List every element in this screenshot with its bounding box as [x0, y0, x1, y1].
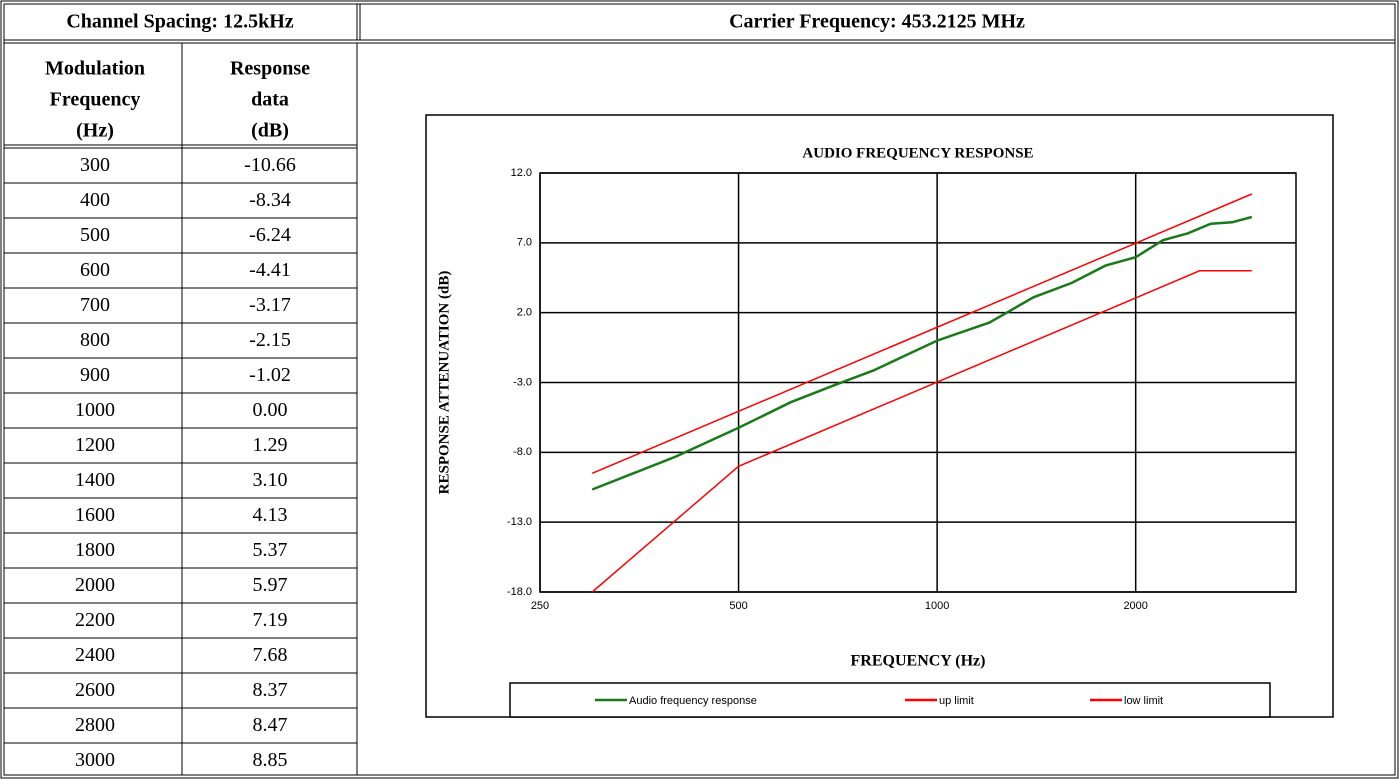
table-cell: 3000	[75, 749, 115, 771]
legend-label: up limit	[939, 695, 974, 707]
column-header: Modulation	[45, 58, 145, 80]
table-cell: 8.47	[253, 714, 288, 736]
header-cell: Channel Spacing: 12.5kHz	[66, 11, 293, 33]
series-line	[591, 215, 1253, 491]
table-cell: 2400	[75, 644, 115, 666]
table-cell: 600	[80, 259, 110, 281]
table-cell: -10.66	[244, 154, 296, 176]
chart-frame	[425, 114, 1334, 718]
plot-area	[539, 172, 1297, 593]
table-cell: 7.68	[253, 644, 288, 666]
legend-box	[509, 682, 1271, 718]
table-cell: 900	[80, 364, 110, 386]
x-tick-label: 2000	[1123, 600, 1147, 612]
table-cell: 2000	[75, 574, 115, 596]
header-cell: Carrier Frequency: 453.2125 MHz	[729, 11, 1025, 33]
table-cell: -3.17	[249, 294, 291, 316]
y-tick-label: -8.0	[513, 446, 532, 458]
table-cell: 800	[80, 329, 110, 351]
column-header: Response	[230, 58, 310, 80]
table-cell: -6.24	[249, 224, 291, 246]
x-tick-label: 1000	[925, 600, 949, 612]
table-cell: 3.10	[253, 469, 288, 491]
y-tick-label: -3.0	[513, 376, 532, 388]
table-cell: 2800	[75, 714, 115, 736]
table-cell: 0.00	[253, 399, 288, 421]
column-header: Frequency	[50, 89, 141, 111]
column-header: data	[251, 89, 289, 111]
table-cell: 8.85	[253, 749, 288, 771]
table-cell: 2200	[75, 609, 115, 631]
table-cell: 1.29	[253, 434, 288, 456]
x-tick-label: 500	[729, 600, 747, 612]
table-cell: 5.97	[253, 574, 288, 596]
y-tick-label: -13.0	[507, 516, 532, 528]
table-cell: 1000	[75, 399, 115, 421]
y-tick-label: 12.0	[511, 167, 532, 179]
table-cell: 5.37	[253, 539, 288, 561]
y-tick-label: 7.0	[517, 237, 532, 249]
table-cell: 700	[80, 294, 110, 316]
table-cell: -8.34	[249, 189, 291, 211]
series-line	[591, 270, 1252, 593]
chart-title: AUDIO FREQUENCY RESPONSE	[802, 145, 1033, 161]
x-axis-label: FREQUENCY (Hz)	[851, 653, 986, 670]
outer-border	[3, 3, 1396, 776]
x-tick-label: 250	[531, 600, 549, 612]
table-cell: 1600	[75, 504, 115, 526]
table-cell: -2.15	[249, 329, 291, 351]
legend-label: low limit	[1124, 695, 1163, 707]
table-cell: 1400	[75, 469, 115, 491]
column-header: (Hz)	[76, 120, 114, 142]
table-cell: 400	[80, 189, 110, 211]
table-cell: 500	[80, 224, 110, 246]
table-cell: 4.13	[253, 504, 288, 526]
table-cell: 1200	[75, 434, 115, 456]
table-cell: -4.41	[249, 259, 291, 281]
table-cell: 7.19	[253, 609, 288, 631]
table-cell: 300	[80, 154, 110, 176]
y-axis-label: RESPONSE ATTENUATION (dB)	[436, 271, 452, 495]
y-tick-label: 2.0	[517, 307, 532, 319]
series-line	[591, 193, 1253, 474]
table-cell: 2600	[75, 679, 115, 701]
y-tick-label: -18.0	[507, 586, 532, 598]
table-cell: 8.37	[253, 679, 288, 701]
column-header: (dB)	[251, 120, 289, 142]
table-cell: 1800	[75, 539, 115, 561]
legend-label: Audio frequency response	[629, 695, 757, 707]
table-cell: -1.02	[249, 364, 291, 386]
